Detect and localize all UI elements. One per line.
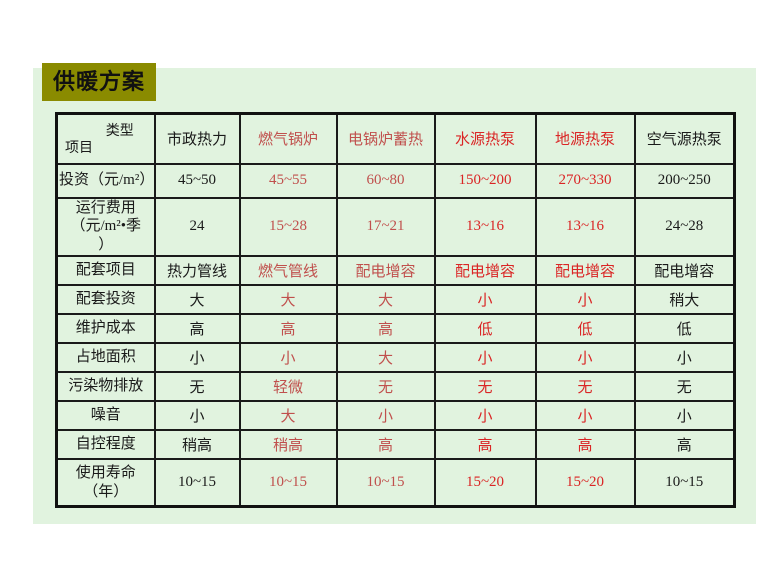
- table-row: 占地面积小小大小小小: [55, 341, 736, 373]
- cell: 小: [534, 283, 636, 315]
- row-label: 投资（元/m²）: [55, 162, 156, 199]
- table-row: 运行费用 （元/m²•季 ） 24 15~28 17~21 13~16 13~16 24~2…: [55, 196, 736, 257]
- cell: 高: [153, 312, 241, 344]
- cell: 高: [633, 428, 736, 460]
- cell: 大: [238, 283, 338, 315]
- cell: 低: [633, 312, 736, 344]
- corner-label-type: 类型: [105, 124, 134, 139]
- cell: 60~80: [335, 162, 436, 199]
- row-label: 自控程度: [55, 428, 156, 460]
- cell: 高: [335, 312, 436, 344]
- cell: 13~16: [433, 196, 537, 257]
- cell: 10~15: [633, 457, 736, 508]
- cell: 高: [534, 428, 636, 460]
- cell: 小: [238, 341, 338, 373]
- cell: 大: [335, 341, 436, 373]
- heating-comparison-table: 类型 项目 市政热力 燃气锅炉 电锅炉蓄热 水源热泵 地源热泵 空气源热泵 投资（元/m²…: [55, 112, 736, 509]
- cell: 大: [335, 283, 436, 315]
- cell: 13~16: [534, 196, 636, 257]
- slide-title: 供暖方案: [42, 63, 157, 101]
- corner-cell: 类型 项目: [55, 112, 156, 165]
- cell: 小: [534, 341, 636, 373]
- cell: 稍高: [238, 428, 338, 460]
- corner-label-item: 项目: [65, 140, 93, 156]
- cell: 无: [433, 370, 537, 402]
- table-row: 配套项目 热力管线 燃气管线 配电增容 配电增容 配电增容 配电增容: [55, 254, 736, 286]
- cell: 无: [534, 370, 636, 402]
- row-label: 维护成本: [55, 312, 156, 344]
- cell: 大: [153, 283, 241, 315]
- column-header-3: 电锅炉蓄热: [335, 112, 436, 165]
- table-row: 维护成本高高高低低低: [55, 312, 736, 344]
- cell: 无: [633, 370, 736, 402]
- cell: 配电增容: [633, 254, 736, 286]
- cell: 10~15: [335, 457, 436, 508]
- cell: 15~20: [433, 457, 537, 508]
- cell: 大: [238, 399, 338, 431]
- column-header-4: 水源热泵: [433, 112, 537, 165]
- cell: 10~15: [153, 457, 241, 508]
- row-label: 配套项目: [55, 254, 156, 286]
- table-row: 投资（元/m²） 45~50 45~55 60~80 150~200 270~330 200…: [55, 162, 736, 199]
- row-label: 噪音: [55, 399, 156, 431]
- cell: 24: [153, 196, 241, 257]
- cell: 稍大: [633, 283, 736, 315]
- table-row: 噪音小大小小小小: [55, 399, 736, 431]
- cell: 低: [433, 312, 537, 344]
- cell: 热力管线: [153, 254, 241, 286]
- cell: 高: [433, 428, 537, 460]
- table-body: 投资（元/m²） 45~50 45~55 60~80 150~200 270~330 200…: [55, 162, 736, 508]
- cell: 小: [633, 399, 736, 431]
- cell: 15~20: [534, 457, 636, 508]
- cell: 150~200: [433, 162, 537, 199]
- cell: 小: [633, 341, 736, 373]
- cell: 无: [335, 370, 436, 402]
- cell: 15~28: [238, 196, 338, 257]
- cell: 17~21: [335, 196, 436, 257]
- cell: 燃气管线: [238, 254, 338, 286]
- cell: 小: [433, 341, 537, 373]
- row-label: 占地面积: [55, 341, 156, 373]
- cell: 高: [335, 428, 436, 460]
- cell: 小: [433, 399, 537, 431]
- cell: 轻微: [238, 370, 338, 402]
- row-label: 配套投资: [55, 283, 156, 315]
- cell: 稍高: [153, 428, 241, 460]
- cell: 10~15: [238, 457, 338, 508]
- cell: 小: [534, 399, 636, 431]
- table-row: 污染物排放无轻微无无无无: [55, 370, 736, 402]
- column-header-1: 市政热力: [153, 112, 241, 165]
- cell: 24~28: [633, 196, 736, 257]
- cell: 270~330: [534, 162, 636, 199]
- cell: 200~250: [633, 162, 736, 199]
- cell: 无: [153, 370, 241, 402]
- column-header-6: 空气源热泵: [633, 112, 736, 165]
- cell: 配电增容: [335, 254, 436, 286]
- cell: 45~55: [238, 162, 338, 199]
- table-row: 使用寿命 （年） 10~15 10~15 10~15 15~20 15~20 10~15: [55, 457, 736, 508]
- cell: 小: [153, 399, 241, 431]
- row-label: 使用寿命 （年）: [55, 457, 156, 508]
- column-header-5: 地源热泵: [534, 112, 636, 165]
- cell: 小: [153, 341, 241, 373]
- cell: 45~50: [153, 162, 241, 199]
- cell: 高: [238, 312, 338, 344]
- table-row: 自控程度 稍高 稍高高高高高: [55, 428, 736, 460]
- header-row: 类型 项目 市政热力 燃气锅炉 电锅炉蓄热 水源热泵 地源热泵 空气源热泵: [55, 112, 736, 165]
- cell: 低: [534, 312, 636, 344]
- cell: 小: [433, 283, 537, 315]
- column-header-2: 燃气锅炉: [238, 112, 338, 165]
- row-label: 运行费用 （元/m²•季 ）: [55, 196, 156, 257]
- row-label: 污染物排放: [55, 370, 156, 402]
- cell: 配电增容: [433, 254, 537, 286]
- cell: 小: [335, 399, 436, 431]
- cell: 配电增容: [534, 254, 636, 286]
- table-row: 配套投资大大大小小稍大: [55, 283, 736, 315]
